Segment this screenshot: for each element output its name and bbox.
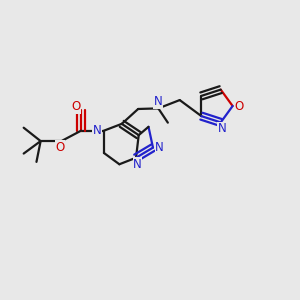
Text: O: O: [235, 100, 244, 112]
Text: N: N: [93, 124, 102, 137]
Text: O: O: [71, 100, 80, 113]
Text: N: N: [154, 95, 163, 108]
Text: N: N: [155, 141, 164, 154]
Text: O: O: [55, 140, 64, 154]
Text: N: N: [218, 122, 226, 135]
Text: N: N: [133, 158, 142, 171]
